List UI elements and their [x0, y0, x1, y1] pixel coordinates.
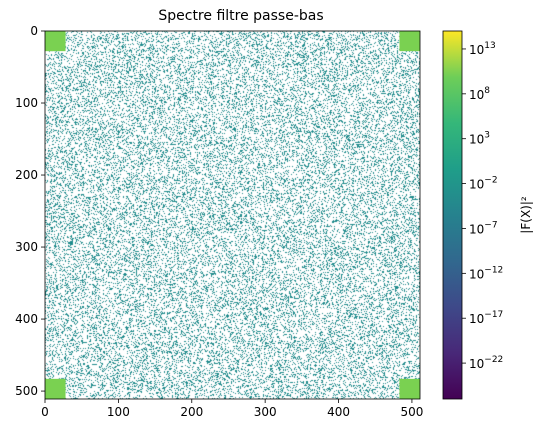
passband-corner-bottom-right [399, 378, 420, 399]
passband-corner-bottom-left [45, 378, 66, 399]
colorbar-ticks: 1013 108 103 10−2 10−7 10−12 10−17 10−22 [462, 41, 503, 371]
plot-frame [44, 30, 421, 400]
x-tick-label: 500 [400, 405, 423, 419]
y-axis-ticks: 0 100 200 300 400 500 [15, 24, 45, 398]
x-tick-label: 200 [180, 405, 203, 419]
x-tick-label: 300 [254, 405, 277, 419]
y-tick-label: 500 [15, 384, 38, 398]
colorbar-tick-label: 108 [469, 86, 490, 102]
colorbar-tick-label: 10−2 [469, 176, 498, 192]
colorbar-tick-label: 10−22 [469, 355, 503, 371]
colorbar-tick-label: 103 [469, 131, 490, 147]
colorbar-tick-label: 10−17 [469, 310, 503, 326]
heatmap-plot-area [44, 30, 421, 400]
x-tick-label: 400 [327, 405, 350, 419]
colorbar-tick-label: 1013 [469, 41, 496, 57]
passband-corners [45, 31, 420, 399]
passband-corner-top-right [399, 31, 420, 52]
y-tick-label: 400 [15, 312, 38, 326]
heatmap-image [45, 31, 420, 399]
colorbar-tick-label: 10−12 [469, 265, 503, 281]
chart-title: Spectre filtre passe-bas [158, 8, 323, 24]
y-tick-label: 200 [15, 168, 38, 182]
x-axis-ticks: 0 100 200 300 400 500 [41, 399, 423, 419]
colorbar-label: |F(X)|² [519, 196, 533, 234]
x-tick-label: 100 [107, 405, 130, 419]
y-tick-label: 100 [15, 96, 38, 110]
passband-corner-top-left [45, 31, 66, 52]
y-tick-label: 0 [30, 24, 38, 38]
colorbar-tick-label: 10−7 [469, 220, 498, 236]
x-tick-label: 0 [41, 405, 49, 419]
colorbar-gradient [442, 30, 463, 400]
y-tick-label: 300 [15, 240, 38, 254]
colorbar: 1013 108 103 10−2 10−7 10−12 10−17 10−22 |F(X)|… [442, 30, 533, 400]
